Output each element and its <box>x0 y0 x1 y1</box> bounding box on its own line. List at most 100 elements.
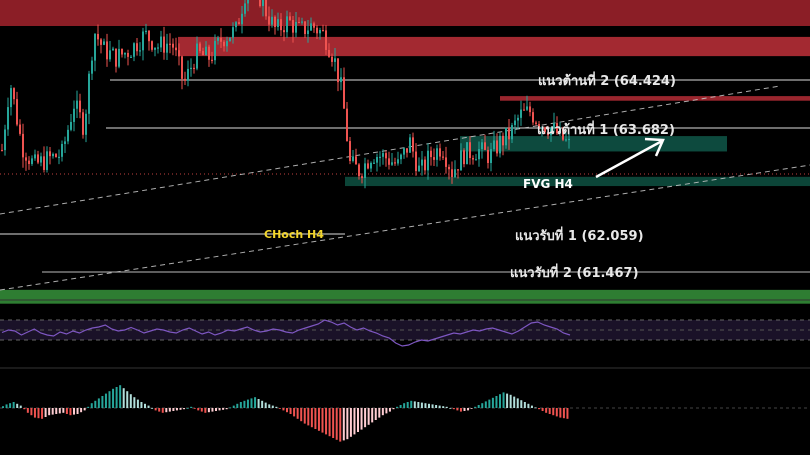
macd-bar <box>97 398 100 408</box>
macd-bar <box>349 408 352 437</box>
projection-arrow-line <box>595 139 663 179</box>
candle-body <box>220 37 222 42</box>
macd-bar <box>246 399 249 408</box>
resistance-2-label: แนวต้านที่ 2 (64.424) <box>538 71 676 89</box>
candle-body <box>193 67 195 70</box>
candle-body <box>25 157 27 161</box>
macd-bar <box>232 405 235 408</box>
macd-bar <box>310 408 313 428</box>
candle-body <box>97 33 99 40</box>
candle-body <box>496 140 498 154</box>
labels-layer: แนวต้านที่ 2 (64.424) แนวต้านที่ 1 (63.6… <box>264 71 676 281</box>
candle-body <box>205 46 207 56</box>
macd-bar <box>289 408 292 414</box>
candle-body <box>337 58 339 83</box>
candle-body <box>109 50 111 60</box>
candle-body <box>103 41 105 45</box>
candle-body <box>148 30 150 42</box>
candle-body <box>73 108 75 122</box>
macd-bar <box>474 406 477 408</box>
macd-bar <box>48 408 51 416</box>
candle-body <box>214 40 216 61</box>
macd-bar <box>122 388 125 408</box>
candle-body <box>481 142 483 150</box>
macd-bar <box>538 408 541 410</box>
candle-body <box>364 163 366 179</box>
candle-body <box>121 48 123 55</box>
macd-bar <box>392 408 395 410</box>
macd-bar <box>236 403 239 408</box>
macd-bar <box>367 408 370 425</box>
candle-body <box>505 127 507 146</box>
macd-bar <box>381 408 384 416</box>
candle-body <box>100 39 102 45</box>
candle-body <box>388 158 390 165</box>
candle-body <box>46 151 48 170</box>
candle-body <box>142 31 144 51</box>
macd-bar <box>428 403 430 408</box>
macd-bar <box>545 408 548 413</box>
macd-bar <box>23 408 26 410</box>
candle-body <box>382 153 384 157</box>
macd-bar <box>364 408 367 428</box>
macd-bar <box>456 408 459 411</box>
candle-body <box>19 124 21 134</box>
macd-bar <box>293 408 296 417</box>
candle-body <box>7 107 9 130</box>
candle-body <box>430 150 432 158</box>
macd-bar <box>190 406 193 408</box>
candle-body <box>478 149 480 160</box>
candle-body <box>463 150 465 165</box>
macd-bar <box>424 403 427 408</box>
rsi-band <box>0 320 810 340</box>
candle-body <box>115 48 117 67</box>
macd-bar <box>126 391 129 408</box>
candle-body <box>352 156 354 161</box>
candle-body <box>301 21 303 23</box>
candle-body <box>271 16 273 25</box>
macd-bar <box>154 408 157 411</box>
macd-bar <box>410 400 413 408</box>
macd-bar <box>243 400 246 408</box>
candle-body <box>91 60 93 74</box>
candle-body <box>127 52 129 57</box>
macd-bar <box>9 403 12 408</box>
candle-body <box>79 100 81 113</box>
macd-bar <box>33 408 36 418</box>
macd-bar <box>133 397 136 408</box>
macd-bar <box>158 408 161 412</box>
candle-body <box>283 30 285 33</box>
macd-bar <box>58 408 61 414</box>
candle-body <box>280 19 282 31</box>
macd-bar <box>179 408 182 410</box>
macd-bar <box>87 406 90 408</box>
candle-body <box>304 21 306 35</box>
candle-body <box>196 43 198 69</box>
candle-body <box>187 68 189 81</box>
candle-body <box>523 109 525 111</box>
candle-body <box>307 30 309 35</box>
candle-body <box>241 13 243 25</box>
macd-bar <box>314 408 317 429</box>
candle-body <box>292 20 294 33</box>
macd-bar <box>374 408 377 420</box>
candle-body <box>112 48 114 51</box>
macd-bar <box>140 402 143 408</box>
macd-bar <box>275 406 278 408</box>
candle-body <box>460 150 462 171</box>
macd-bar <box>65 408 68 414</box>
macd-bar <box>516 398 519 408</box>
macd-bar <box>197 408 200 411</box>
candle-body <box>373 162 375 164</box>
candle-body <box>472 158 474 160</box>
candle-body <box>520 109 522 118</box>
macd-bar <box>229 407 232 409</box>
candle-body <box>172 43 174 48</box>
candle-body <box>346 108 348 142</box>
candle-body <box>511 125 513 140</box>
macd-bar <box>101 396 104 408</box>
macd-bar <box>357 408 359 432</box>
macd-bar <box>129 394 132 408</box>
candle-body <box>334 58 336 62</box>
